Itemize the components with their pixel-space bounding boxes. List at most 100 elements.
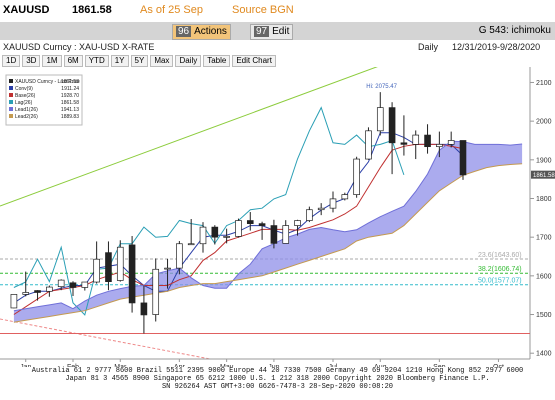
candle-body: [436, 144, 443, 148]
indicator-line: [13, 140, 523, 312]
edit-button[interactable]: 97 Edit: [250, 24, 294, 40]
legend-label: Lead1(26): [15, 107, 38, 113]
plot-background: [0, 67, 530, 367]
annotation: Hi: 2075.47: [366, 84, 397, 90]
x-tick-label: Feb: [67, 364, 79, 367]
x-tick-label: Jun: [268, 364, 279, 367]
candle-body: [353, 158, 360, 195]
y-tick-label: 2000: [536, 119, 552, 126]
indicator-line: [13, 163, 523, 323]
toolbar-button[interactable]: Daily: [175, 55, 202, 67]
x-tick-label: May: [220, 364, 234, 367]
menu-bar: 96 Actions 97 Edit G 543: ichimoku: [0, 22, 555, 40]
candle-body: [235, 220, 242, 237]
candle-body: [294, 220, 301, 226]
button-label: Actions: [194, 26, 227, 37]
range: 12/31/2019-9/28/2020: [452, 42, 541, 52]
y-tick-label: 1500: [536, 312, 552, 319]
ticker: XAUUSD: [3, 4, 50, 16]
legend-value: 1911.24: [61, 86, 79, 92]
candle-body: [459, 140, 467, 176]
trend-line: [0, 318, 211, 360]
candle-body: [93, 258, 100, 283]
toolbar-button[interactable]: Edit Chart: [232, 55, 276, 67]
candle-body: [116, 246, 124, 281]
legend-label: Base(26): [15, 93, 36, 99]
candle-body: [447, 140, 455, 145]
candle-body: [223, 236, 230, 238]
legend-value: 1861.58: [61, 100, 79, 106]
legend-value: 1928.70: [61, 93, 79, 99]
price: 1861.58: [72, 4, 112, 16]
as-of: As of 25 Sep: [140, 4, 203, 16]
trend-line: [0, 67, 378, 207]
toolbar: 1D 3D 1M 6M YTD 1Y 5Y Max Daily Table Edit Chart: [0, 55, 555, 67]
y-tick-label: 1400: [536, 351, 552, 358]
toolbar-button[interactable]: 6M: [63, 55, 83, 67]
legend-swatch: [9, 114, 13, 118]
candle-body: [164, 267, 171, 270]
toolbar-button[interactable]: 1M: [42, 55, 62, 67]
level-label: 23.6(1643.60): [478, 252, 522, 259]
button-number: 96: [176, 26, 192, 37]
y-tick-label: 1900: [536, 157, 552, 164]
x-tick-label: Apr: [174, 364, 186, 367]
level-label: 50.0(1577.07): [478, 278, 522, 285]
footer-line: Japan 81 3 4565 8900 Singapore 65 6212 1…: [65, 375, 490, 383]
candle-body: [105, 252, 112, 282]
legend-label: Lead2(26): [15, 114, 38, 120]
x-tick-label: Jul: [329, 364, 338, 367]
legend-box: [5, 74, 83, 126]
x-tick-label: Jan: [20, 364, 31, 367]
candle-body: [412, 134, 420, 145]
footer: Australia 61 2 9777 8600 Brazil 5511 239…: [0, 367, 555, 391]
legend-swatch: [9, 107, 13, 111]
candle-body: [270, 225, 278, 244]
legend-value: 1941.13: [61, 107, 79, 113]
candle-body: [69, 282, 77, 288]
candle-body: [424, 134, 431, 148]
x-tick-label: Mar: [114, 364, 127, 367]
toolbar-button[interactable]: 1Y: [110, 55, 129, 67]
candle-body: [258, 223, 266, 226]
candle-body: [81, 281, 89, 288]
toolbar-button[interactable]: 3D: [22, 55, 41, 67]
source: Source BGN: [232, 4, 294, 16]
candle-body: [22, 292, 30, 295]
footer-line: SN 926264 AST GMT+3:00 G626-7478-3 28-Se…: [161, 383, 394, 391]
legend-value: 1861.58: [61, 79, 79, 85]
level-label: 38.2(1606.74): [478, 266, 522, 273]
chart: 1400 1500 1600 1700 1800 1900 2000 2100 Jan Feb Ma…: [0, 67, 555, 367]
toolbar-button[interactable]: Table: [203, 55, 231, 67]
candle-body: [199, 226, 207, 245]
page-name: G 543: ichimoku: [478, 25, 551, 36]
legend-swatch: [9, 100, 13, 104]
x-tick-label: Oct: [493, 364, 504, 367]
actions-button[interactable]: 96 Actions: [172, 24, 231, 40]
candle-body: [282, 225, 290, 244]
button-label: Edit: [272, 26, 290, 37]
toolbar-button[interactable]: 1D: [2, 55, 21, 67]
legend-label: Lag(26): [15, 100, 33, 106]
candle-body: [400, 142, 408, 145]
header: XAUUSD 1861.58 As of 25 Sep Source BGN: [0, 0, 555, 20]
candle-body: [46, 286, 53, 292]
y-tick-label: 2100: [536, 80, 552, 87]
toolbar-button[interactable]: YTD: [84, 55, 109, 67]
legend-value: 1889.83: [61, 114, 79, 120]
candle-body: [211, 226, 219, 238]
last-price-label: 1861.58: [533, 173, 555, 179]
toolbar-button[interactable]: Max: [150, 55, 174, 67]
toolbar-button[interactable]: 5Y: [130, 55, 149, 67]
candle-body: [376, 107, 384, 132]
candle-body: [329, 198, 337, 209]
candle-body: [341, 194, 349, 200]
x-tick-label: Aug: [374, 364, 387, 367]
candle-body: [246, 220, 254, 224]
legend-swatch: [9, 86, 13, 90]
candle-body: [34, 290, 41, 293]
button-number: 97: [254, 26, 270, 37]
footer-line: Australia 61 2 9777 8600 Brazil 5511 239…: [31, 367, 524, 375]
candle-body: [365, 130, 372, 160]
